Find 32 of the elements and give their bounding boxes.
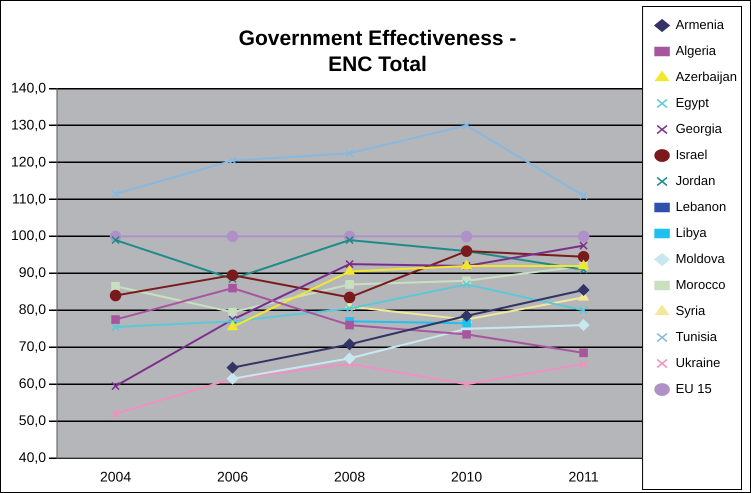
y-tick-label: 40,0 [18, 449, 46, 466]
x-tick-label: 2004 [100, 468, 132, 484]
legend-label: Ukraine [676, 355, 720, 370]
y-tick-label: 90,0 [18, 264, 46, 280]
legend-label: Lebanon [676, 199, 726, 214]
legend-label: Moldova [676, 251, 726, 266]
legend-label: Jordan [676, 173, 716, 188]
y-tick-label: 100,0 [10, 227, 46, 244]
x-tick-label: 2008 [334, 468, 366, 484]
legend-label: Libya [676, 225, 708, 240]
y-tick-label: 60,0 [18, 375, 46, 392]
x-tick-label: 2010 [450, 468, 482, 484]
y-tick-label: 110,0 [12, 190, 46, 206]
legend-label: Azerbaijan [676, 69, 738, 84]
legend-label: EU 15 [676, 381, 712, 396]
legend-label: Georgia [676, 121, 723, 136]
y-tick-label: 130,0 [10, 116, 46, 132]
legend-label: Morocco [676, 277, 726, 292]
legend-label: Israel [676, 147, 708, 162]
y-tick-label: 120,0 [10, 153, 46, 170]
x-tick-label: 2011 [568, 468, 599, 484]
y-tick-label: 140,0 [10, 79, 46, 96]
y-tick-label: 70,0 [18, 338, 46, 354]
chart-title: Government Effectiveness - ENC Total [238, 26, 516, 76]
legend-label: Syria [676, 303, 706, 318]
legend-label: Algeria [676, 43, 717, 58]
legend-label: Tunisia [676, 329, 718, 344]
y-tick-label: 50,0 [18, 412, 46, 428]
legend-label: Armenia [676, 17, 725, 32]
y-tick-label: 80,0 [18, 301, 46, 318]
x-tick-label: 2006 [216, 468, 248, 484]
legend-label: Egypt [676, 95, 710, 110]
